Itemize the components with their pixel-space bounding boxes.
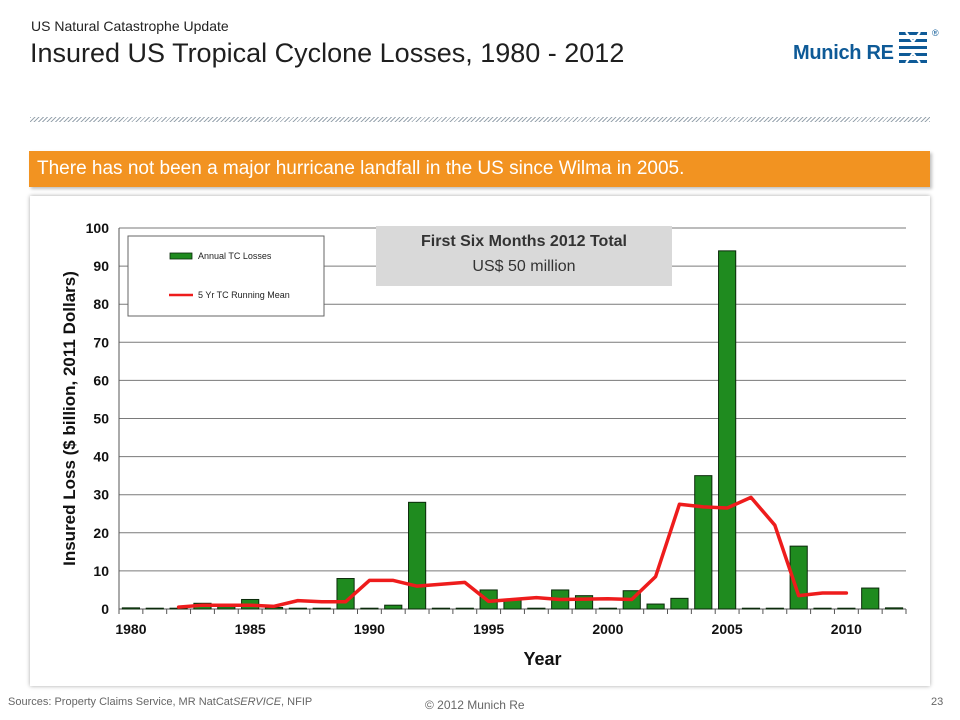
logo-mark-icon [899,31,927,64]
running-mean-line [176,495,849,609]
bar [408,501,427,610]
bar [598,607,617,610]
banner-text: There has not been a major hurricane lan… [37,158,685,179]
y-tick-label: 0 [101,601,109,617]
y-tick-label: 100 [86,220,110,236]
tc-loss-chart: 0 10 20 30 40 50 60 70 80 90 100 1980 1985 1990 1995 20… [60,220,907,669]
y-tick-label: 50 [93,411,109,427]
x-tick-label: 2010 [831,621,862,637]
y-tick-label: 90 [93,258,109,274]
x-tick-label: 1990 [354,621,385,637]
legend-label-bar: Annual TC Losses [198,251,272,261]
footer-copyright: © 2012 Munich Re [425,698,525,712]
y-tick-label: 40 [93,449,109,465]
bar [670,597,689,610]
x-tick-label: 2000 [592,621,623,637]
six-month-total-box: First Six Months 2012 Total US$ 50 milli… [376,226,672,286]
bar [121,607,141,610]
legend-box [127,235,325,317]
bar [384,604,403,610]
bar [527,607,546,610]
page-number: 23 [931,696,944,708]
bar [884,607,904,610]
sources-prefix: Sources: Property Claims Service, MR Nat… [8,696,233,708]
bar [217,606,236,610]
bar [789,545,808,610]
x-tick-label: 1995 [473,621,504,637]
page-title: Insured US Tropical Cyclone Losses, 1980… [30,38,625,68]
sources-service: SERVICE [232,696,282,708]
legend-swatch-bar [169,252,193,260]
x-tick-label: 2005 [712,621,743,637]
bar [837,607,856,610]
bar [145,607,164,610]
bar [741,607,761,610]
bar [336,578,355,610]
sources-suffix: , NFIP [281,696,313,708]
bar [431,607,451,610]
y-tick-label: 60 [93,372,109,388]
bar [312,607,331,610]
x-tick-label: 1985 [235,621,266,637]
footer-sources: Sources: Property Claims Service, MR Nat… [8,696,312,708]
bar [765,607,784,610]
y-axis-label: Insured Loss ($ billion, 2011 Dollars) [60,271,79,566]
y-tick-label: 20 [93,525,109,541]
infobox-title: First Six Months 2012 Total [421,233,627,250]
bar [694,475,713,610]
headline-banner: There has not been a major hurricane lan… [29,151,930,187]
y-tick-label: 80 [93,296,109,312]
infobox-value: US$ 50 million [472,258,576,275]
bar [455,607,474,610]
supertitle: US Natural Catastrophe Update [31,18,229,34]
y-tick-label: 30 [93,487,109,503]
registered-mark: ® [932,28,939,38]
bar [861,587,880,610]
y-tick-label: 70 [93,334,109,350]
y-tick-label: 10 [93,563,109,579]
x-axis-label: Year [523,649,561,669]
bar [813,607,832,610]
bar [718,250,737,610]
logo-text: Munich RE [793,42,894,64]
legend-label-line: 5 Yr TC Running Mean [198,290,290,300]
bar [646,603,665,610]
x-tick-label: 1980 [115,621,146,637]
munich-re-logo: Munich RE ® [793,28,943,76]
header-divider [30,117,930,122]
bar [288,607,307,610]
bar [360,607,379,610]
